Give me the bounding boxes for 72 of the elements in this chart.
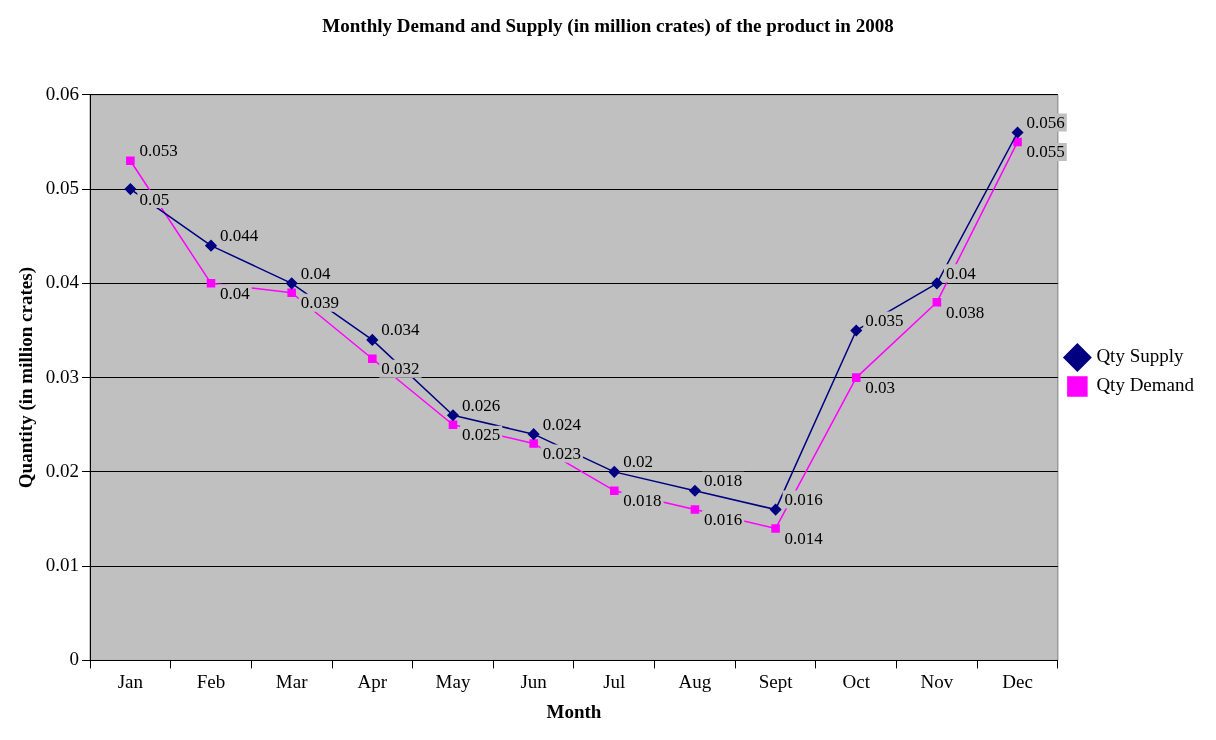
point [689,484,701,497]
data-label: 0.016 [703,510,743,530]
y-tick-label: 0.03 [45,365,80,387]
data-label: 0.034 [381,320,421,340]
data-label: 0.023 [542,444,581,464]
point [368,354,377,364]
data-label: 0.018 [703,471,743,491]
x-tick-label: May [435,670,471,692]
y-tick-label: 0.05 [45,177,80,199]
point [690,505,700,514]
data-label: 0.026 [461,395,501,415]
data-label: 0.014 [784,528,824,548]
x-tick-label: Aug [678,670,712,692]
legend-label: Qty Demand [1096,374,1195,396]
data-label: 0.04 [300,263,331,283]
y-tick-label: 0 [69,648,80,670]
point [124,183,137,195]
point [447,409,459,422]
point [771,524,780,533]
y-tick-label: 0.06 [45,82,80,104]
data-label: 0.03 [865,378,895,398]
data-label: 0.024 [542,414,582,434]
data-label: 0.044 [220,226,259,246]
y-axis-title: Quantity (in million crates) [15,267,38,489]
data-label: 0.039 [300,293,339,313]
point [1011,126,1024,139]
x-tick-label: Sept [758,670,794,692]
x-tick-label: Oct [842,670,871,692]
data-label: 0.025 [461,425,501,445]
data-label: 0.04 [945,263,977,283]
point [285,277,298,290]
x-tick-label: Dec [1002,670,1033,692]
point [610,486,619,496]
x-tick-label: Apr [357,670,388,692]
data-label: 0.018 [623,491,662,511]
y-tick-label: 0.04 [45,271,80,293]
point [206,279,216,288]
point [448,420,458,430]
point [529,439,538,448]
chart-title: Monthly Demand and Supply (in million crates) of the product in 2008 [322,15,894,38]
data-label: 0.038 [945,302,985,322]
data-label: 0.02 [623,452,654,472]
x-tick-label: Feb [196,670,226,692]
point [932,297,942,307]
x-tick-label: Jun [520,670,548,692]
y-tick-label: 0.02 [45,459,80,481]
x-tick-label: Mar [275,670,309,692]
data-label: 0.016 [784,490,823,510]
data-label: 0.056 [1026,112,1065,132]
data-label: 0.04 [220,283,251,303]
x-tick-label: Jul [603,670,626,692]
data-label: 0.035 [865,310,904,330]
point [851,373,861,382]
point [850,324,862,337]
data-label: 0.055 [1026,142,1065,162]
data-label: 0.032 [381,359,420,379]
x-tick-label: Nov [920,670,954,692]
x-tick-label: Jan [117,670,144,692]
legend-label: Qty Supply [1096,345,1184,367]
point [931,277,943,290]
point [287,288,296,298]
point [769,503,782,516]
point [608,466,621,478]
point [366,334,379,346]
data-label: 0.05 [139,189,170,209]
x-axis-title: Month [546,700,602,722]
point [527,428,540,440]
point [205,239,217,252]
data-label: 0.053 [139,141,178,161]
y-tick-label: 0.01 [45,554,80,576]
point [126,156,135,166]
point [1013,137,1022,147]
